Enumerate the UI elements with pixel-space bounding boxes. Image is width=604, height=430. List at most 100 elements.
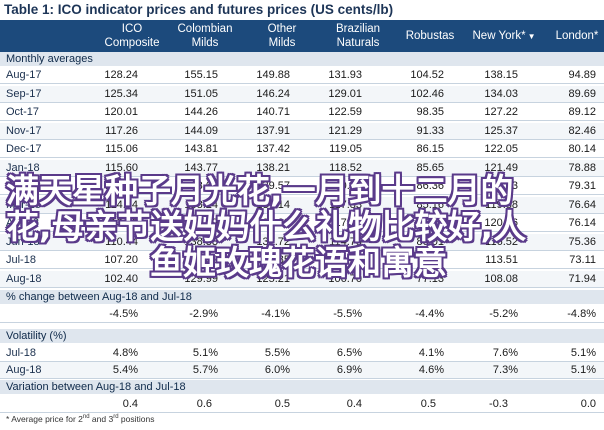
cell: 98.35 bbox=[416, 106, 444, 118]
cell: 86.36 bbox=[416, 180, 444, 192]
cell: 138.33 bbox=[184, 235, 218, 248]
table-row: Jan-18 115.60 143.77 138.21 118.52 85.65 121.4… bbox=[0, 159, 604, 177]
col-header-other-milds: Other Milds bbox=[252, 20, 312, 52]
cell: 78.88 bbox=[568, 161, 596, 174]
cell: 125.37 bbox=[484, 124, 518, 137]
cell: 122.05 bbox=[484, 143, 518, 155]
cell: 0.5 bbox=[420, 398, 436, 410]
cell: 0.4 bbox=[122, 398, 138, 410]
col-header-line1: Other bbox=[267, 23, 297, 35]
cell: 140.71 bbox=[256, 106, 290, 118]
cell: 7.3% bbox=[492, 364, 518, 376]
cell: 134.03 bbox=[484, 87, 518, 100]
cell: 138.69 bbox=[184, 217, 218, 229]
row-label: Jul-18 bbox=[6, 347, 36, 359]
cell: -0.3 bbox=[489, 398, 508, 410]
row-label: Apr-18 bbox=[6, 217, 40, 229]
cell: -4.1% bbox=[261, 308, 290, 320]
cell: 76.14 bbox=[568, 217, 596, 229]
row-label: Aug-17 bbox=[6, 69, 42, 81]
cell: 4.8% bbox=[112, 347, 138, 359]
cell: 121.49 bbox=[484, 161, 518, 174]
cell: 138.24 bbox=[184, 198, 218, 211]
footnote-sup2: rd bbox=[113, 414, 119, 421]
section-variation: Variation between Aug-18 and Jul-18 bbox=[0, 380, 604, 394]
cell: 76.64 bbox=[568, 198, 596, 211]
col-header-colombian-milds: Colombian Milds bbox=[176, 20, 234, 52]
col-header-line2: Milds bbox=[268, 37, 296, 49]
cell: 115.60 bbox=[105, 161, 138, 174]
cell: 136.33 bbox=[256, 217, 290, 229]
row-label: Jan-18 bbox=[6, 161, 40, 174]
section-pct-change: % change between Aug-18 and Jul-18 bbox=[0, 290, 604, 304]
col-header-ico-composite: ICO Composite bbox=[88, 20, 176, 52]
table-row: Oct-17 120.01 144.26 140.71 122.59 98.35 127.2… bbox=[0, 104, 604, 121]
cell: 0.6 bbox=[196, 398, 212, 410]
cell: 89.69 bbox=[568, 87, 596, 100]
cell: 110.47 bbox=[329, 254, 362, 266]
cell: 137.91 bbox=[256, 124, 290, 137]
cell: 125.34 bbox=[104, 87, 138, 100]
cell: 86.15 bbox=[416, 143, 444, 155]
row-label: Nov-17 bbox=[6, 124, 42, 137]
cell: 85.21 bbox=[416, 217, 444, 229]
cell: 143.81 bbox=[184, 143, 218, 155]
col-header-line2: Composite bbox=[104, 37, 160, 49]
cell: 5.7% bbox=[192, 364, 218, 376]
cell: 130.99 bbox=[184, 254, 218, 266]
cell: -4.5% bbox=[109, 308, 138, 320]
cell: 114.74 bbox=[105, 198, 138, 211]
cell: 106.70 bbox=[328, 272, 362, 285]
cell: 129.01 bbox=[328, 87, 362, 100]
cell: 120.01 bbox=[104, 106, 138, 118]
row-label: Aug-18 bbox=[6, 364, 42, 376]
cell: 151.05 bbox=[184, 87, 218, 100]
table-row-variation: 0.4 0.6 0.5 0.4 0.5 -0.3 0.0 bbox=[0, 396, 604, 413]
cell: 143.77 bbox=[184, 161, 218, 174]
footnote-sup1: nd bbox=[82, 414, 90, 421]
row-label: Sep-17 bbox=[6, 87, 42, 100]
cell: -5.2% bbox=[489, 308, 518, 320]
cell: 91.33 bbox=[416, 124, 444, 137]
col-header-new-york: New York* ▼ bbox=[468, 20, 540, 52]
cell: 127.22 bbox=[484, 106, 518, 118]
table-row: Jun-18 110.44 138.33 132.72 114.75 80.01 116.5… bbox=[0, 233, 604, 251]
cell: 120.76 bbox=[328, 180, 362, 192]
title-bar: Table 1: ICO indicator prices and future… bbox=[0, 0, 604, 20]
cell: 4.1% bbox=[418, 347, 444, 359]
row-label: Mar-18 bbox=[6, 198, 41, 211]
section-label: Monthly averages bbox=[6, 53, 93, 65]
cell: 129.85 bbox=[256, 254, 290, 266]
cell: 117.65 bbox=[329, 217, 362, 229]
cell: 116.98 bbox=[105, 180, 138, 192]
cell: 82.46 bbox=[568, 124, 596, 137]
cell: 116.52 bbox=[485, 235, 518, 248]
cell: 7.6% bbox=[492, 347, 518, 359]
cell: 117.26 bbox=[105, 124, 138, 137]
cell: -4.4% bbox=[415, 308, 444, 320]
footnote-mid: and 3 bbox=[89, 414, 114, 424]
cell: -4.8% bbox=[567, 308, 596, 320]
row-label: Oct-17 bbox=[6, 106, 40, 118]
cell: 119.05 bbox=[329, 143, 362, 155]
row-label: Dec-17 bbox=[6, 143, 42, 155]
table-row: Dec-17 115.06 143.81 137.42 119.05 86.15 122.0… bbox=[0, 141, 604, 158]
col-header-line2: London* bbox=[555, 30, 599, 42]
cell: 122.59 bbox=[328, 106, 362, 118]
cell: 71.94 bbox=[568, 272, 596, 285]
cell: 0.0 bbox=[580, 398, 596, 410]
col-header-line1: Brazilian bbox=[335, 23, 381, 35]
cell: 94.89 bbox=[568, 69, 596, 81]
cell: 5.1% bbox=[192, 347, 218, 359]
cell: 121.29 bbox=[328, 124, 362, 137]
cell: 143.62 bbox=[184, 180, 218, 192]
table-row: Jul-18 107.20 130.99 129.85 110.47 78.58 113.5… bbox=[0, 252, 604, 269]
cell: 132.72 bbox=[256, 235, 290, 248]
cell: 104.52 bbox=[410, 69, 444, 81]
cell: 75.36 bbox=[568, 235, 596, 248]
table-row: Jul-18 4.8% 5.1% 5.5% 6.5% 4.1% 7.6% 5.1% bbox=[0, 345, 604, 362]
cell: 5.5% bbox=[264, 347, 290, 359]
cell: 6.0% bbox=[264, 364, 290, 376]
footnote-pre: * Average price for 2 bbox=[6, 414, 83, 424]
cell: 137.14 bbox=[256, 198, 290, 211]
